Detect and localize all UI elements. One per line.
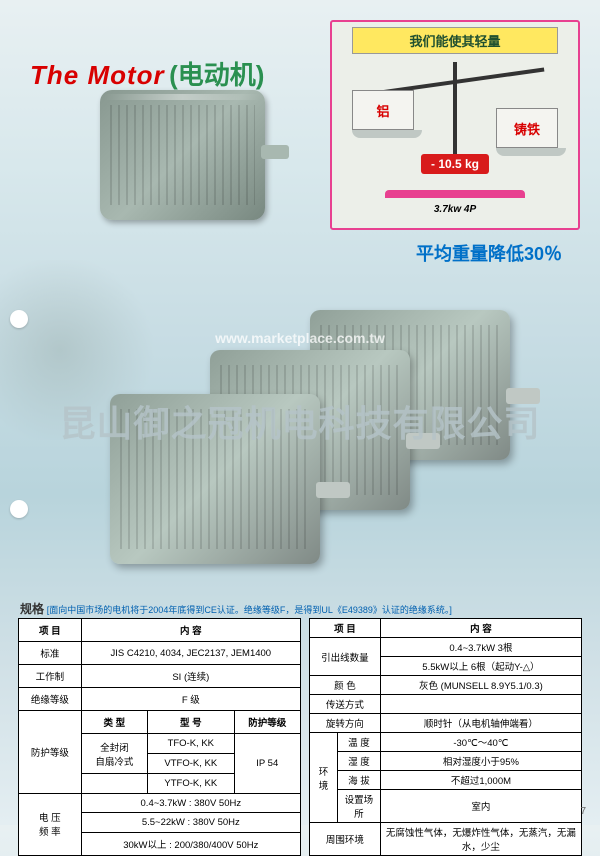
binder-hole bbox=[10, 310, 28, 328]
table-row: 工作制 SI (连续) bbox=[19, 665, 301, 688]
table-row: 项 目 内 容 bbox=[19, 619, 301, 642]
spec-header: 规格 [面向中国市场的电机将于2004年底得到CE认证。绝缘等级F，是得到UL《… bbox=[20, 600, 452, 617]
aluminum-label: 铝 bbox=[352, 90, 414, 130]
spec-tables: 项 目 内 容 标准 JIS C4210, 4034, JEC2137, JEM… bbox=[18, 618, 582, 856]
motor-ribs bbox=[110, 105, 255, 205]
cell: 全封闭自扇冷式 bbox=[81, 734, 147, 774]
cell: 海 拔 bbox=[337, 771, 380, 790]
cell: 旋转方向 bbox=[309, 714, 380, 733]
table-row: 引出线数量 0.4~3.7kW 3根 bbox=[309, 638, 581, 657]
scale-header: 我们能使其轻量 bbox=[352, 27, 558, 54]
cell: F 级 bbox=[81, 688, 300, 711]
title-chinese: (电动机) bbox=[169, 60, 264, 90]
cell: 防护等级 bbox=[19, 711, 82, 794]
cell: 引出线数量 bbox=[309, 638, 380, 676]
table-row: 项 目 内 容 bbox=[309, 619, 581, 638]
cell: 无腐蚀性气体，无爆炸性气体，无蒸汽，无漏水，少尘 bbox=[380, 823, 581, 856]
page-number: 7 bbox=[580, 806, 586, 817]
pan-dish bbox=[352, 130, 422, 138]
col-header: 项 目 bbox=[309, 619, 380, 638]
cell: TFO-K, KK bbox=[148, 734, 234, 754]
table-row: 传送方式 bbox=[309, 695, 581, 714]
cell: 顺时针（从电机轴伸端看） bbox=[380, 714, 581, 733]
cell: 温 度 bbox=[337, 733, 380, 752]
weight-diff-tag: - 10.5 kg bbox=[421, 154, 489, 174]
cell: 传送方式 bbox=[309, 695, 380, 714]
cell bbox=[81, 774, 147, 793]
table-row: 旋转方向 顺时针（从电机轴伸端看） bbox=[309, 714, 581, 733]
spec-table-left: 项 目 内 容 标准 JIS C4210, 4034, JEC2137, JEM… bbox=[18, 618, 301, 856]
cell: IP 54 bbox=[234, 734, 300, 794]
table-row: 电 压 频 率 0.4~3.7kW : 380V 50Hz bbox=[19, 793, 301, 812]
watermark-url: www.marketplace.com.tw bbox=[215, 330, 385, 346]
pan-dish bbox=[496, 148, 566, 156]
motor-small-image bbox=[100, 90, 265, 220]
cell: 颜 色 bbox=[309, 676, 380, 695]
cell: 5.5kW以上 6根（起动Y-△） bbox=[380, 657, 581, 676]
cell: 不超过1,000M bbox=[380, 771, 581, 790]
cell: 绝缘等级 bbox=[19, 688, 82, 711]
table-row: 标准 JIS C4210, 4034, JEC2137, JEM1400 bbox=[19, 642, 301, 665]
table-row: 颜 色 灰色 (MUNSELL 8.9Y5.1/0.3) bbox=[309, 676, 581, 695]
cell: 5.5~22kW : 380V 50Hz bbox=[81, 813, 300, 832]
table-row: 周围环境 无腐蚀性气体，无爆炸性气体，无蒸汽，无漏水，少尘 bbox=[309, 823, 581, 856]
page-title: The Motor (电动机) bbox=[30, 55, 264, 92]
cell: -30℃～40℃ bbox=[380, 733, 581, 752]
cell: YTFO-K, KK bbox=[148, 774, 234, 793]
table-row: 设置场所 室内 bbox=[309, 790, 581, 823]
scale-pan-left: 铝 bbox=[352, 90, 414, 138]
cell: 室内 bbox=[380, 790, 581, 823]
table-row: 防护等级 类 型 型 号 防护等级 bbox=[19, 711, 301, 734]
cell: 周围环境 bbox=[309, 823, 380, 856]
table-row: 环境 温 度 -30℃～40℃ bbox=[309, 733, 581, 752]
cell: 0.4~3.7kW 3根 bbox=[380, 638, 581, 657]
weight-comparison-box: 我们能使其轻量 铝 铸铁 - 10.5 kg 3.7kw 4P bbox=[330, 20, 580, 230]
col-header: 内 容 bbox=[81, 619, 300, 642]
cell: 类 型 bbox=[81, 711, 147, 734]
cell: 环境 bbox=[309, 733, 337, 823]
cell: 相对湿度小于95% bbox=[380, 752, 581, 771]
binder-hole bbox=[10, 500, 28, 518]
cell: 防护等级 bbox=[234, 711, 300, 734]
cell: JIS C4210, 4034, JEC2137, JEM1400 bbox=[81, 642, 300, 665]
spec-note: [面向中国市场的电机将于2004年底得到CE认证。绝缘等级F，是得到UL《E49… bbox=[47, 605, 452, 615]
table-row: 海 拔 不超过1,000M bbox=[309, 771, 581, 790]
cell: SI (连续) bbox=[81, 665, 300, 688]
cell: 30kW以上 : 200/380/400V 50Hz bbox=[81, 832, 300, 855]
top-region: The Motor (电动机) 我们能使其轻量 铝 铸铁 - 10.5 kg 3… bbox=[0, 0, 600, 270]
weight-reduction-text: 平均重量降低30％ bbox=[416, 240, 562, 266]
cell: 标准 bbox=[19, 642, 82, 665]
cell: 型 号 bbox=[148, 711, 234, 734]
cell: VTFO-K, KK bbox=[148, 754, 234, 774]
spec-table-right: 项 目 内 容 引出线数量 0.4~3.7kW 3根 5.5kW以上 6根（起动… bbox=[309, 618, 582, 856]
scale-diagram: 铝 铸铁 - 10.5 kg bbox=[332, 62, 578, 202]
title-english: The Motor bbox=[30, 60, 165, 90]
scale-caption: 3.7kw 4P bbox=[332, 204, 578, 215]
cell: 工作制 bbox=[19, 665, 82, 688]
cell: 灰色 (MUNSELL 8.9Y5.1/0.3) bbox=[380, 676, 581, 695]
col-header: 项 目 bbox=[19, 619, 82, 642]
scale-base bbox=[385, 190, 525, 198]
cell: 设置场所 bbox=[337, 790, 380, 823]
table-row: 湿 度 相对湿度小于95% bbox=[309, 752, 581, 771]
cast-iron-label: 铸铁 bbox=[496, 108, 558, 148]
spec-label: 规格 bbox=[20, 602, 44, 616]
scale-pan-right: 铸铁 bbox=[496, 108, 558, 156]
cell: 0.4~3.7kW : 380V 50Hz bbox=[81, 793, 300, 812]
table-row: 绝缘等级 F 级 bbox=[19, 688, 301, 711]
cell: 湿 度 bbox=[337, 752, 380, 771]
watermark-company: 昆山御之冠机电科技有限公司 bbox=[59, 395, 540, 447]
cell bbox=[380, 695, 581, 714]
cell: 电 压 频 率 bbox=[19, 793, 82, 855]
col-header: 内 容 bbox=[380, 619, 581, 638]
